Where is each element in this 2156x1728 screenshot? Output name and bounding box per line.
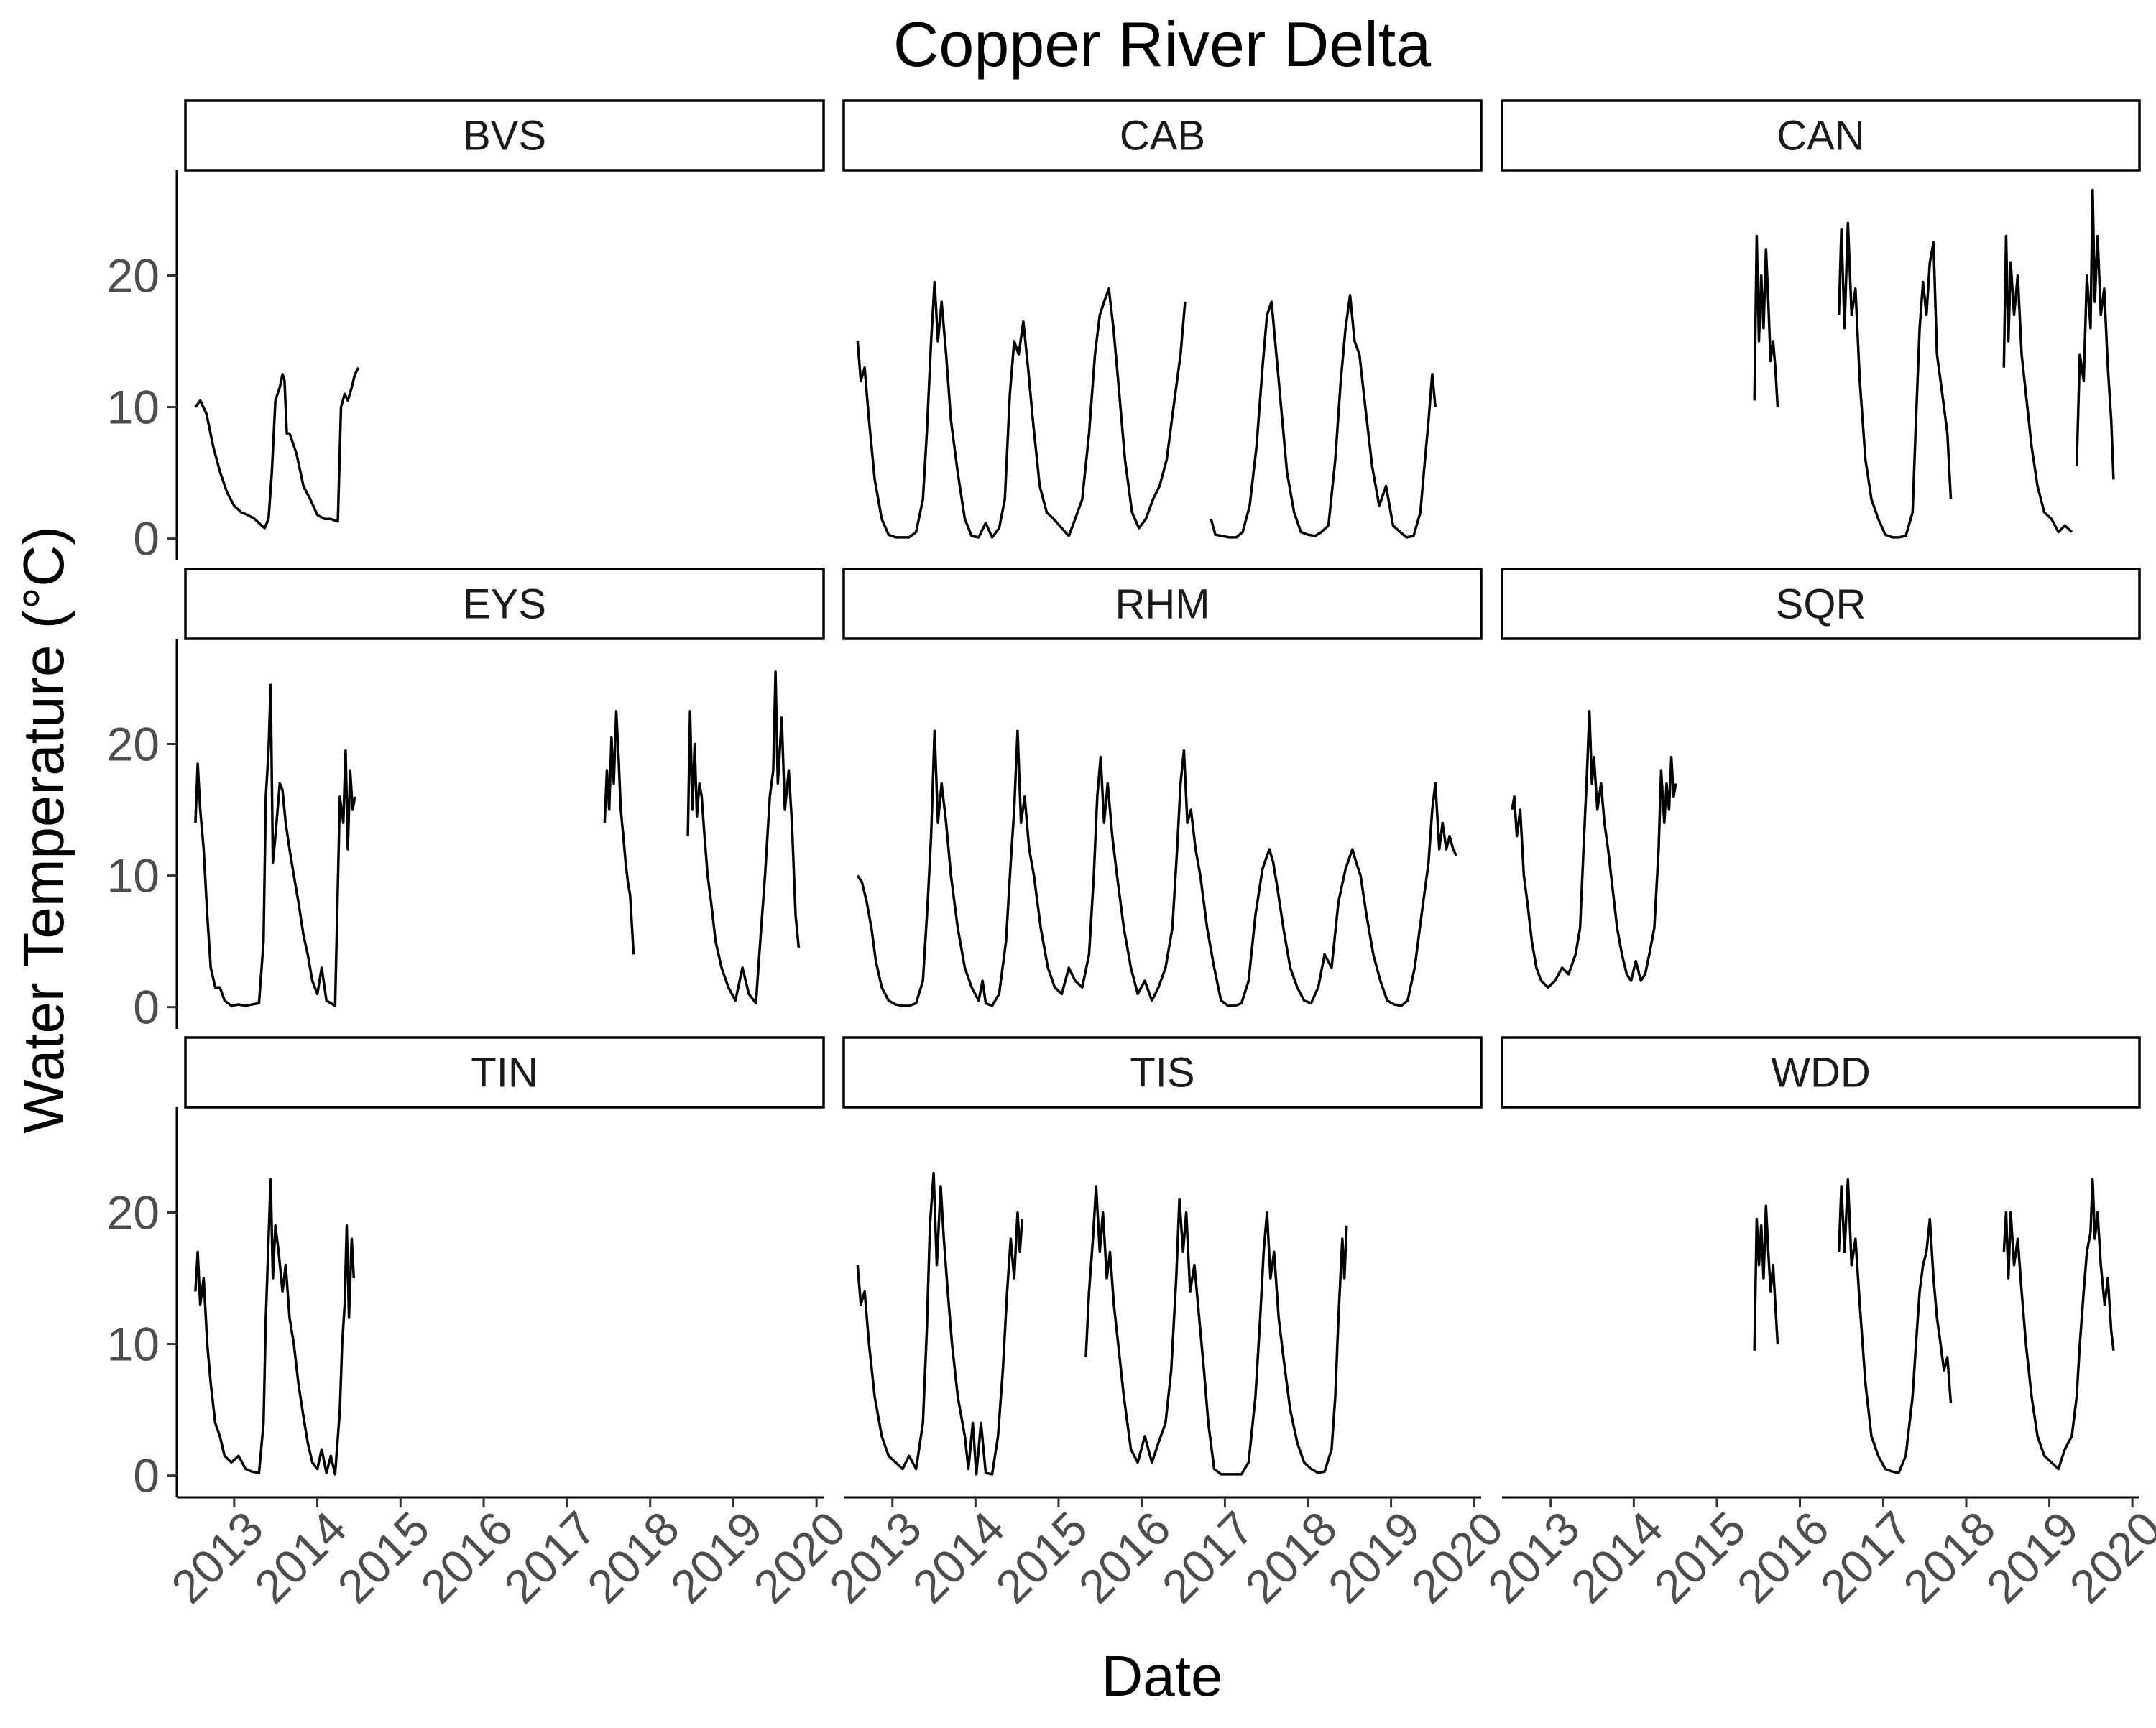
facet-strip-label: TIN bbox=[471, 1050, 538, 1096]
facet-strip-box bbox=[184, 1036, 825, 1109]
y-axis-title: Water Temperature (°C) bbox=[11, 526, 75, 1134]
series-line-can-4 bbox=[2075, 188, 2115, 480]
x-tick-label: 2017 bbox=[494, 1501, 606, 1613]
series-line-wdd-1 bbox=[1753, 1204, 1779, 1351]
y-tick-label: 20 bbox=[107, 717, 160, 770]
facet-strip-box bbox=[1501, 568, 2141, 640]
series-line-rhm-1 bbox=[856, 729, 1458, 1007]
series-line-eys-2 bbox=[603, 709, 635, 955]
series-line-eys-1 bbox=[194, 683, 356, 1007]
y-tick-label: 10 bbox=[107, 381, 160, 434]
series-line-tis-1 bbox=[856, 1171, 1024, 1476]
y-tick-label: 10 bbox=[107, 849, 160, 902]
series-line-wdd-2 bbox=[1837, 1178, 1953, 1474]
facet-strip-box bbox=[1501, 99, 2141, 172]
series-line-wdd-3 bbox=[2002, 1178, 2115, 1471]
x-tick-label: 2020 bbox=[2059, 1501, 2156, 1613]
facet-panel-sqr: SQR bbox=[1501, 568, 2141, 989]
y-tick-label: 0 bbox=[133, 981, 160, 1034]
x-tick-label: 2019 bbox=[1976, 1501, 2088, 1613]
x-tick-label: 2014 bbox=[244, 1501, 356, 1613]
chart-title: Copper River Delta bbox=[893, 9, 1431, 80]
facet-strip-label: BVS bbox=[463, 113, 546, 160]
facet-strip-box bbox=[842, 99, 1483, 172]
x-tick-label: 2013 bbox=[161, 1501, 273, 1613]
facet-strip-label: EYS bbox=[463, 581, 546, 628]
facet-strip-box bbox=[184, 99, 825, 172]
facet-panel-bvs: BVS 0 10 20 bbox=[107, 99, 825, 565]
series-line-bvs-1 bbox=[194, 366, 360, 530]
y-tick-label: 20 bbox=[107, 1186, 160, 1239]
x-tick-label: 2015 bbox=[985, 1501, 1097, 1613]
facet-strip-label: TIS bbox=[1130, 1050, 1194, 1096]
y-tick-label: 0 bbox=[133, 512, 160, 565]
x-tick-label: 2019 bbox=[1318, 1501, 1430, 1613]
y-tick-label: 10 bbox=[107, 1318, 160, 1371]
x-tick-label: 2014 bbox=[1560, 1501, 1672, 1613]
x-tick-label: 2018 bbox=[1893, 1501, 2005, 1613]
x-tick-label: 2018 bbox=[577, 1501, 689, 1613]
series-line-can-2 bbox=[1837, 221, 1953, 539]
series-line-sqr-1 bbox=[1511, 709, 1677, 989]
y-tick-label: 0 bbox=[133, 1449, 160, 1502]
facet-strip-label: RHM bbox=[1115, 581, 1210, 628]
series-line-tis-2 bbox=[1084, 1185, 1348, 1476]
facet-panel-rhm: RHM bbox=[842, 568, 1483, 1007]
facet-strip-box bbox=[1501, 1036, 2141, 1109]
facet-panel-can: CAN bbox=[1501, 99, 2141, 539]
series-line-cab-2 bbox=[1210, 294, 1437, 539]
x-tick-label: 2015 bbox=[327, 1501, 439, 1613]
facet-strip-box bbox=[842, 568, 1483, 640]
facet-strip-box bbox=[842, 1036, 1483, 1109]
series-line-tin-1 bbox=[194, 1178, 356, 1476]
facet-strip-label: CAN bbox=[1777, 113, 1864, 160]
x-tick-label: 2017 bbox=[1152, 1501, 1264, 1613]
y-tick-label: 20 bbox=[107, 249, 160, 302]
facet-panel-cab: CAB bbox=[842, 99, 1483, 539]
facet-strip-label: CAB bbox=[1120, 113, 1205, 160]
facet-strip-label: SQR bbox=[1776, 581, 1866, 628]
facet-strip-label: WDD bbox=[1771, 1050, 1871, 1096]
x-tick-label: 2019 bbox=[660, 1501, 773, 1613]
series-line-can-1 bbox=[1753, 234, 1779, 407]
x-tick-label: 2014 bbox=[902, 1501, 1014, 1613]
series-line-can-3 bbox=[2002, 234, 2073, 534]
x-tick-label: 2016 bbox=[1069, 1501, 1181, 1613]
x-axis-title: Date bbox=[1102, 1644, 1223, 1708]
facet-panel-eys: EYS 0 10 20 bbox=[107, 568, 825, 1034]
facet-strip-box bbox=[184, 568, 825, 640]
x-tick-label: 2015 bbox=[1644, 1501, 1756, 1613]
x-tick-label: 2017 bbox=[1810, 1501, 1922, 1613]
x-tick-label: 2018 bbox=[1235, 1501, 1347, 1613]
x-tick-label: 2016 bbox=[410, 1501, 522, 1613]
series-line-eys-3 bbox=[686, 670, 801, 1004]
series-line-cab-1 bbox=[856, 280, 1187, 539]
x-tick-label: 2016 bbox=[1727, 1501, 1839, 1613]
